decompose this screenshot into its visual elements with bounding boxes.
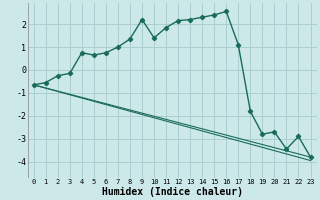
X-axis label: Humidex (Indice chaleur): Humidex (Indice chaleur) [101, 186, 243, 197]
